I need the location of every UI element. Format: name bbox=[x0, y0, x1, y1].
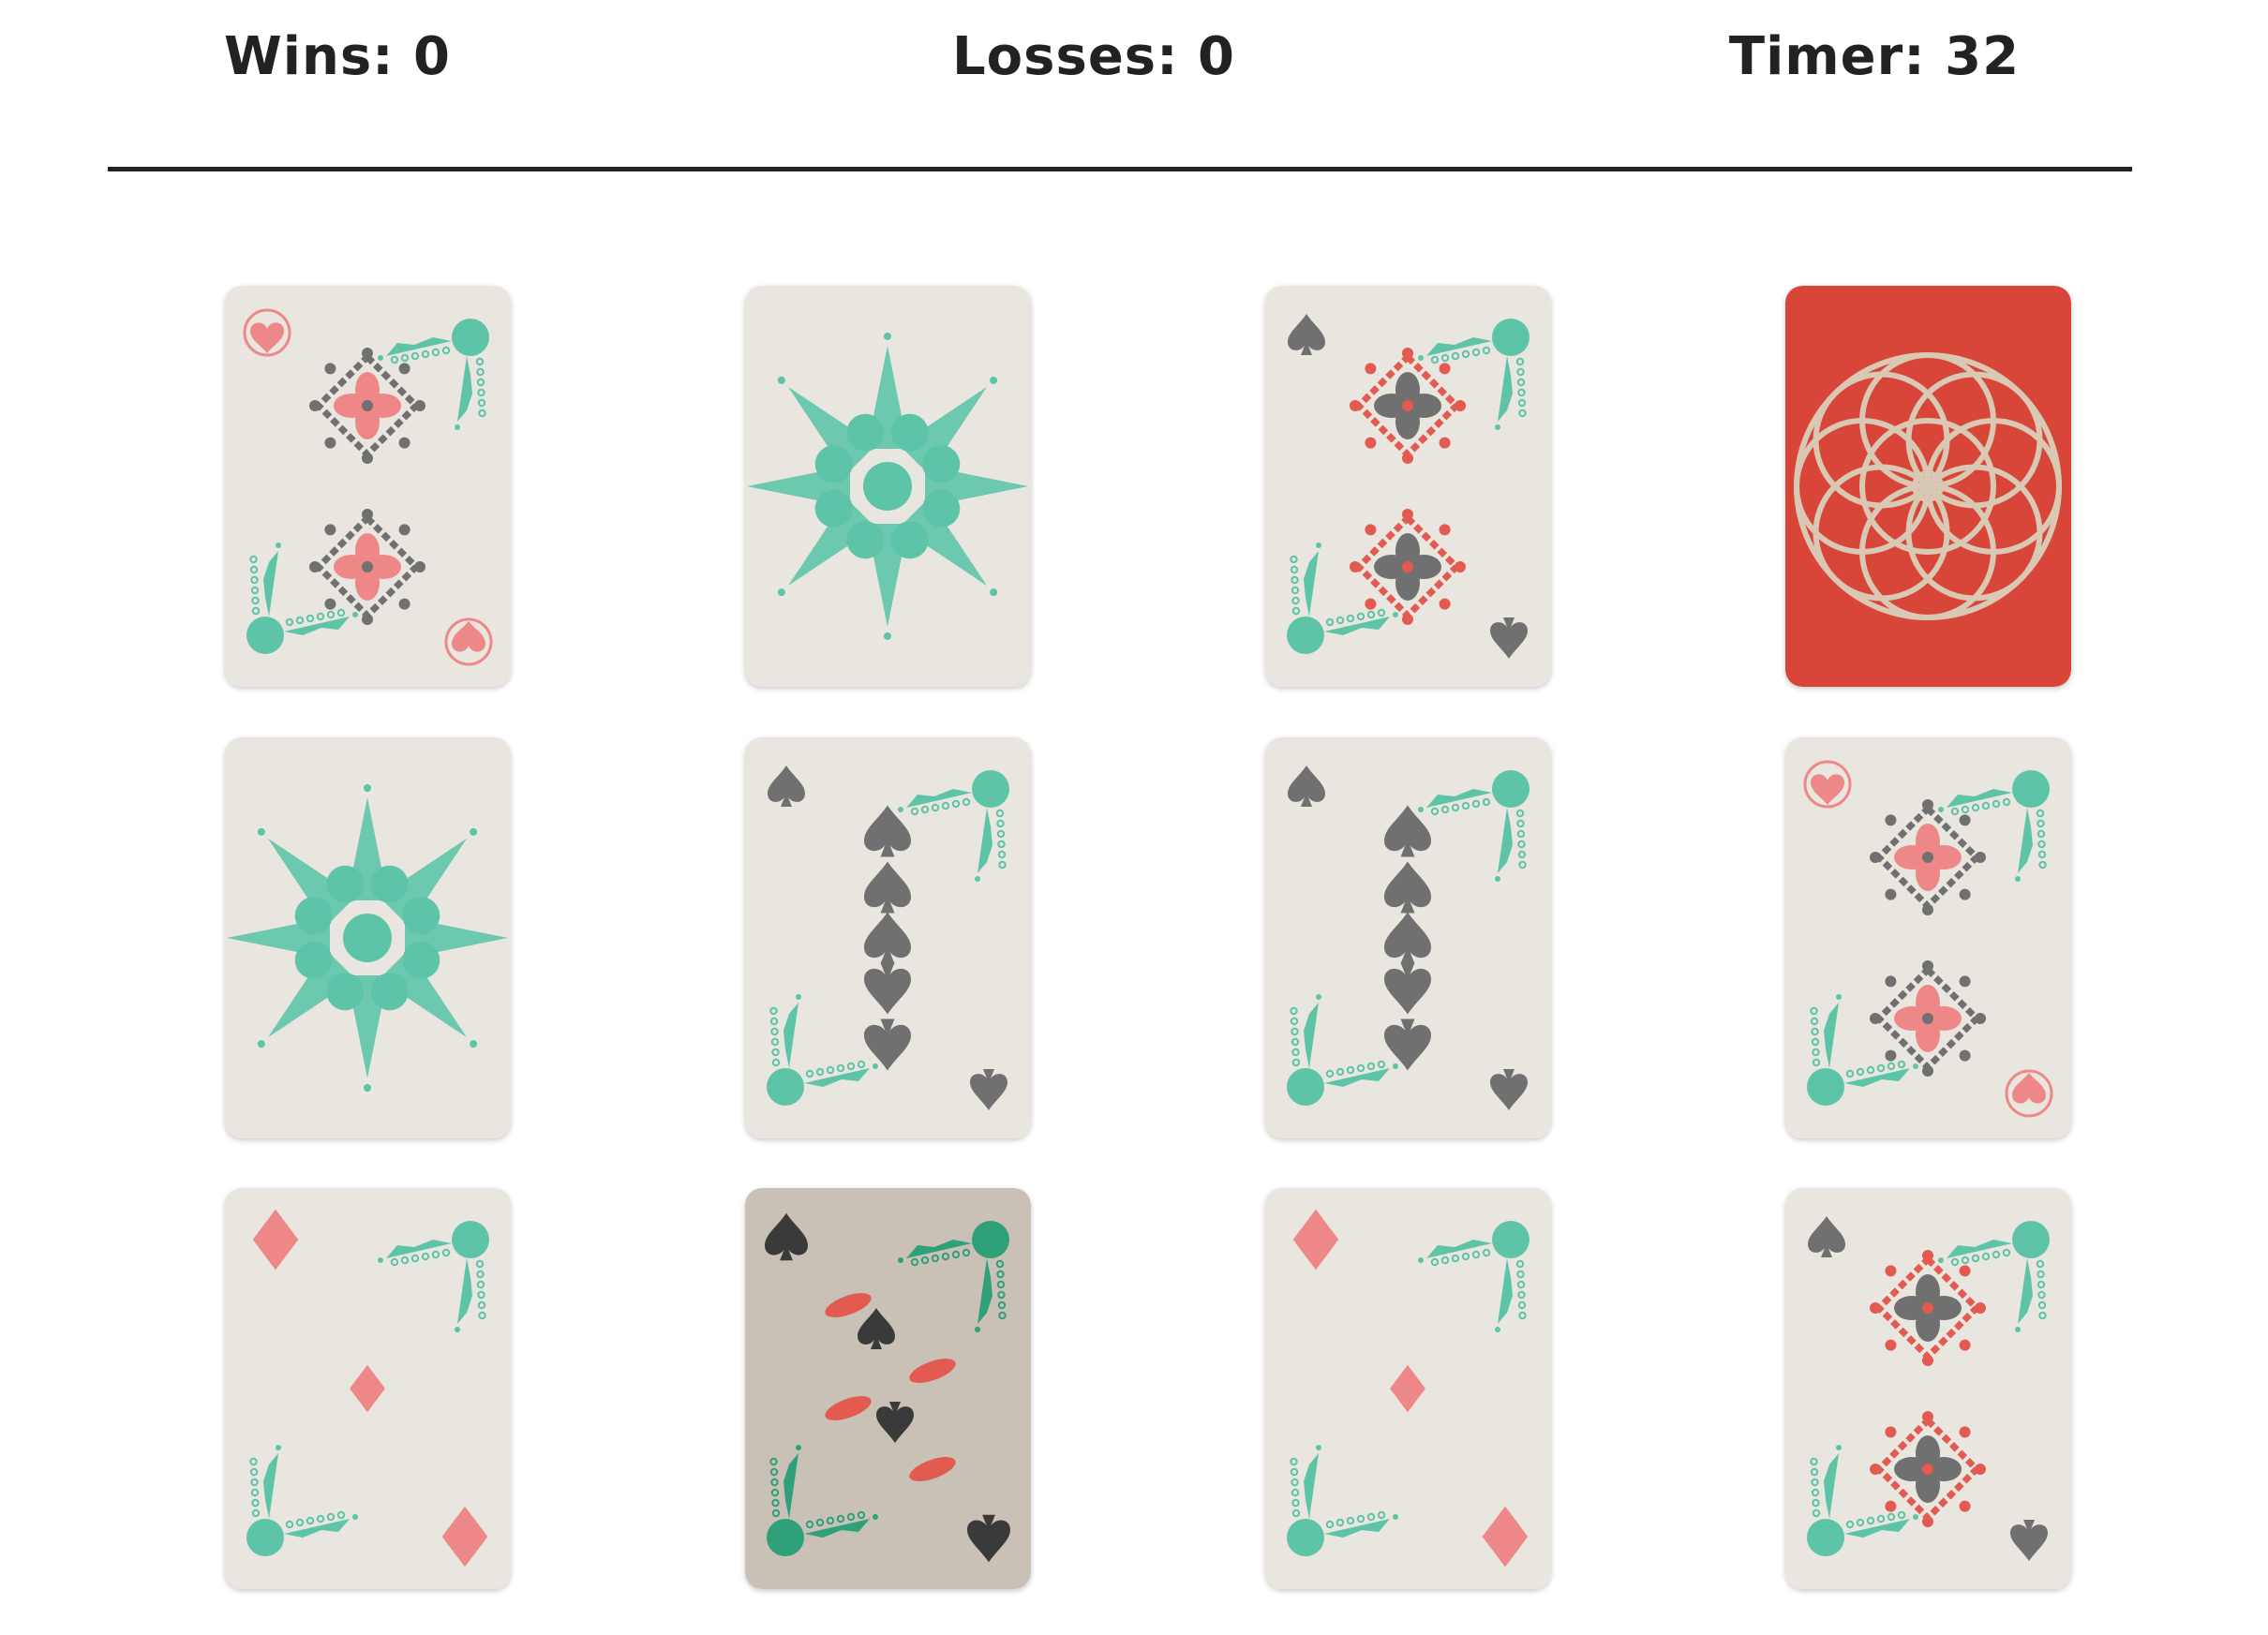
card-face-image bbox=[1785, 1188, 2071, 1589]
card-2-2[interactable] bbox=[745, 737, 1031, 1138]
card-face-image bbox=[1785, 737, 2071, 1138]
timer-display: Timer: 32 bbox=[1728, 26, 2021, 87]
card-face-image bbox=[745, 737, 1031, 1138]
card-1-1[interactable] bbox=[225, 286, 511, 687]
card-face-image bbox=[745, 286, 1031, 687]
card-3-3[interactable] bbox=[1265, 1188, 1551, 1589]
card-face-image bbox=[745, 1188, 1031, 1589]
losses-counter: Losses: 0 bbox=[952, 26, 1235, 87]
card-3-2[interactable] bbox=[745, 1188, 1031, 1589]
wins-counter: Wins: 0 bbox=[223, 26, 452, 87]
card-3-4[interactable] bbox=[1785, 1188, 2071, 1589]
header-divider bbox=[108, 167, 2132, 171]
card-2-4[interactable] bbox=[1785, 737, 2071, 1138]
card-face-image bbox=[1265, 737, 1551, 1138]
card-face-image bbox=[1265, 1188, 1551, 1589]
card-1-3[interactable] bbox=[1265, 286, 1551, 687]
card-1-4[interactable] bbox=[1785, 286, 2071, 687]
card-face-image bbox=[225, 286, 511, 687]
card-face-image bbox=[1265, 286, 1551, 687]
card-back-image bbox=[1785, 286, 2071, 687]
card-1-2[interactable] bbox=[745, 286, 1031, 687]
card-2-3[interactable] bbox=[1265, 737, 1551, 1138]
card-3-1[interactable] bbox=[225, 1188, 511, 1589]
card-face-image bbox=[225, 737, 511, 1138]
card-face-image bbox=[225, 1188, 511, 1589]
card-2-1[interactable] bbox=[225, 737, 511, 1138]
